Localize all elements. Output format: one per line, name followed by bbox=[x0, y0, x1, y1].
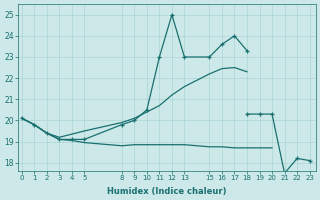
X-axis label: Humidex (Indice chaleur): Humidex (Indice chaleur) bbox=[107, 187, 227, 196]
